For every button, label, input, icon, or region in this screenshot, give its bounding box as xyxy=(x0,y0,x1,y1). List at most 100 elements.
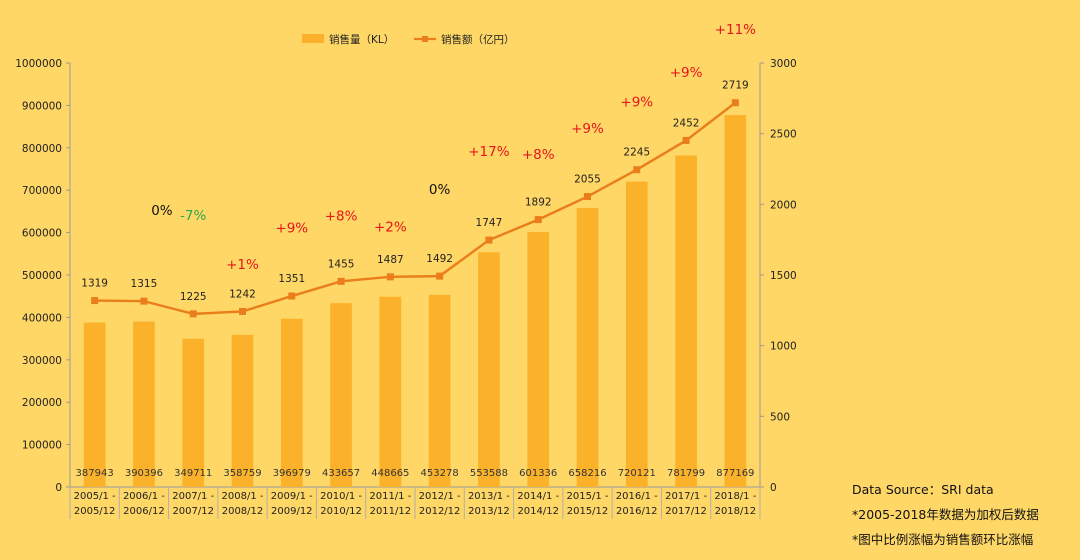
line-point-marker xyxy=(140,297,148,305)
bar-sales-volume xyxy=(724,115,747,487)
x-tick-label-end: 2007/12 xyxy=(172,506,214,517)
line-point-marker xyxy=(436,272,444,280)
growth-rate-label: +9% xyxy=(275,221,308,237)
bar-data-label: 396979 xyxy=(273,468,311,479)
growth-rate-label: +17% xyxy=(468,144,509,160)
line-sales-amount xyxy=(94,101,737,316)
bar-data-label: 387943 xyxy=(76,468,114,479)
line-point-marker xyxy=(189,310,197,318)
weighted-data-note: *2005-2018年数据为加权后数据 xyxy=(852,507,1039,522)
y-right-tick-label: 500 xyxy=(770,411,790,423)
bar-sales-volume xyxy=(675,155,697,488)
x-tick-label-start: 2013/1 - xyxy=(468,491,510,502)
x-tick-label-start: 2005/1 - xyxy=(74,491,116,502)
x-tick-label-start: 2010/1 - xyxy=(320,491,362,502)
growth-rate-label: +9% xyxy=(670,65,703,81)
x-tick-label-end: 2016/12 xyxy=(616,506,658,517)
y-left-tick-label: 1000000 xyxy=(15,58,62,70)
x-tick-label-start: 2015/1 - xyxy=(567,491,609,502)
y-left-tick-label: 900000 xyxy=(22,100,62,112)
bar-sales-volume xyxy=(231,334,254,487)
growth-rate-label: +11% xyxy=(715,22,756,38)
bar-data-label: 720121 xyxy=(618,468,656,479)
bar-data-label: 658216 xyxy=(568,468,606,479)
x-tick-label-end: 2011/12 xyxy=(370,506,412,517)
x-tick-label-end: 2008/12 xyxy=(222,506,264,517)
growth-rate-label: 0% xyxy=(429,182,451,198)
bar-data-label: 453278 xyxy=(421,468,459,479)
bar-sales-volume xyxy=(133,321,155,487)
line-data-label: 2452 xyxy=(673,117,700,129)
x-tick-label-start: 2011/1 - xyxy=(369,491,411,502)
legend-label-sales-amount: 销售额（亿円） xyxy=(441,33,515,46)
growth-rate-label: +9% xyxy=(571,121,604,137)
line-point-marker xyxy=(337,277,345,285)
line-data-label: 1747 xyxy=(476,217,503,229)
x-tick-label-start: 2012/1 - xyxy=(419,491,461,502)
line-point-marker xyxy=(584,193,591,201)
y-right-tick-label: 1500 xyxy=(770,270,797,282)
x-tick-label-start: 2017/1 - xyxy=(665,491,707,502)
bar-sales-volume xyxy=(280,318,303,487)
growth-rate-label: +1% xyxy=(226,257,259,273)
bar-data-label: 358759 xyxy=(223,468,261,479)
line-data-label: 1225 xyxy=(180,291,207,303)
line-point-marker xyxy=(682,136,690,144)
y-left-tick-label: 500000 xyxy=(22,270,62,282)
line-data-label: 2719 xyxy=(722,80,749,92)
y-left-tick-label: 300000 xyxy=(22,355,62,367)
data-source-note: Data Source：SRI data xyxy=(852,482,994,497)
y-left-tick-label: 400000 xyxy=(22,312,62,324)
bar-sales-volume xyxy=(330,303,352,487)
x-tick-label-end: 2012/12 xyxy=(419,506,461,517)
x-tick-label-end: 2005/12 xyxy=(74,506,116,517)
growth-rate-note: *图中比例涨幅为销售额环比涨幅 xyxy=(852,532,1034,547)
bar-data-label: 390396 xyxy=(125,468,163,479)
bar-sales-volume xyxy=(379,296,402,487)
x-tick-label-end: 2010/12 xyxy=(320,506,362,517)
bar-sales-volume xyxy=(576,207,599,487)
x-tick-label-start: 2008/1 - xyxy=(222,491,264,502)
line-data-label: 2245 xyxy=(623,147,650,159)
bar-data-label: 349711 xyxy=(174,468,212,479)
x-tick-label-start: 2006/1 - xyxy=(123,491,165,502)
legend-label-sales-volume: 销售量（KL） xyxy=(329,33,394,46)
line-data-label: 1487 xyxy=(377,254,404,266)
legend-swatch-sales-volume xyxy=(302,34,324,43)
bar-data-label: 448665 xyxy=(371,468,409,479)
line-point-marker xyxy=(288,292,296,300)
bar-sales-volume xyxy=(83,322,106,487)
x-tick-label-end: 2014/12 xyxy=(517,506,559,517)
y-left-tick-label: 100000 xyxy=(22,440,62,452)
x-tick-label-end: 2009/12 xyxy=(271,506,313,517)
bar-sales-volume xyxy=(182,338,205,487)
x-tick-label-end: 2018/12 xyxy=(715,506,757,517)
x-tick-label-start: 2007/1 - xyxy=(172,491,214,502)
x-tick-label-end: 2006/12 xyxy=(123,506,165,517)
line-data-label: 1242 xyxy=(229,288,256,300)
bar-data-label: 877169 xyxy=(716,468,754,479)
x-tick-label-start: 2016/1 - xyxy=(616,491,658,502)
x-tick-label-end: 2015/12 xyxy=(567,506,609,517)
bar-sales-volume xyxy=(428,294,451,487)
y-left-tick-label: 600000 xyxy=(22,228,62,240)
line-point-marker xyxy=(633,166,641,174)
growth-rate-label: +9% xyxy=(620,94,653,110)
y-right-tick-label: 3000 xyxy=(770,58,797,70)
bar-data-label: 433657 xyxy=(322,468,360,479)
y-right-tick-label: 2000 xyxy=(770,199,797,211)
line-data-label: 1492 xyxy=(426,253,453,265)
line-data-label: 1319 xyxy=(81,278,108,290)
growth-rate-label: +8% xyxy=(325,209,358,225)
y-left-tick-label: 800000 xyxy=(22,143,62,155)
y-right-tick-label: 2500 xyxy=(770,129,797,141)
bar-data-label: 781799 xyxy=(667,468,705,479)
bar-sales-volume xyxy=(625,181,648,487)
line-point-marker xyxy=(485,236,493,244)
x-tick-label-end: 2017/12 xyxy=(665,506,707,517)
line-point-marker xyxy=(239,307,246,315)
y-left-tick-label: 0 xyxy=(55,482,62,494)
line-data-label: 1315 xyxy=(131,278,158,290)
growth-rate-label: +2% xyxy=(374,220,407,236)
